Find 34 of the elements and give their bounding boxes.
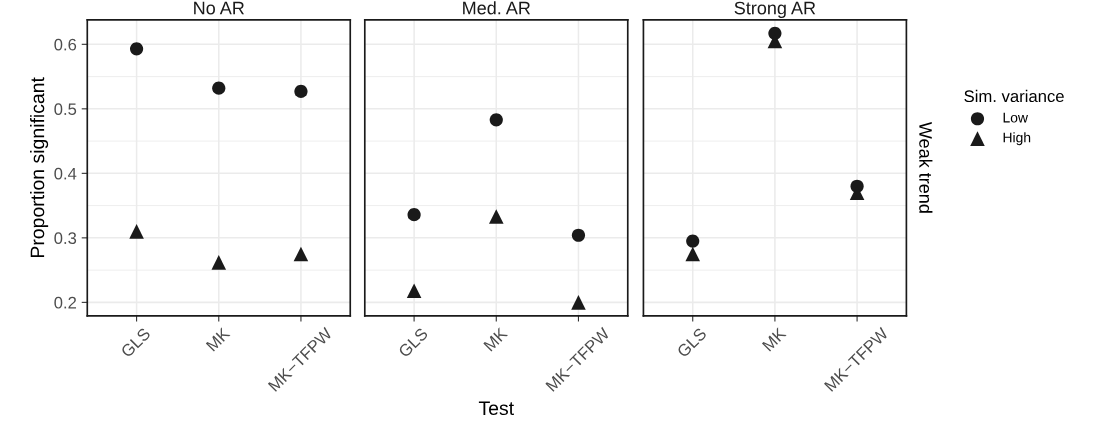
x-tick-label: MK — [205, 326, 231, 352]
point — [211, 255, 227, 270]
point — [571, 228, 586, 242]
chart-title: No AR — [194, 1, 245, 15]
legend-label: Low — [1003, 112, 1028, 123]
point — [407, 208, 421, 222]
x-tick-label: MK — [761, 326, 787, 352]
point — [130, 42, 144, 56]
point — [294, 84, 308, 98]
point — [212, 81, 226, 95]
y-tick-label: 0.5 — [54, 103, 77, 116]
x-tick-label: GLS — [120, 327, 151, 358]
x-tick-label: GLS — [397, 327, 429, 358]
y-tick-label: 0.6 — [54, 38, 77, 51]
y-axis-title: Proportion significant — [30, 77, 49, 258]
x-tick-label: GLS — [676, 327, 708, 358]
point — [488, 209, 504, 224]
point — [489, 113, 503, 127]
point — [686, 234, 700, 248]
point — [293, 246, 309, 262]
chart-title: Med. AR — [463, 1, 531, 15]
y-tick-label: 0.3 — [54, 232, 77, 245]
point — [129, 224, 144, 239]
point — [571, 295, 586, 310]
legend-label: High — [1003, 132, 1031, 146]
y-tick-label: 0.2 — [54, 296, 77, 309]
text: Weak trend — [919, 121, 933, 213]
legend-title: Sim. variance — [964, 89, 1064, 103]
point — [685, 246, 701, 262]
y-tick-label: 0.4 — [54, 167, 77, 180]
chart-title: Strong AR — [734, 1, 816, 18]
point — [406, 283, 422, 299]
x-tick-label: MK — [483, 326, 509, 352]
x-axis-title: Test — [478, 401, 514, 416]
